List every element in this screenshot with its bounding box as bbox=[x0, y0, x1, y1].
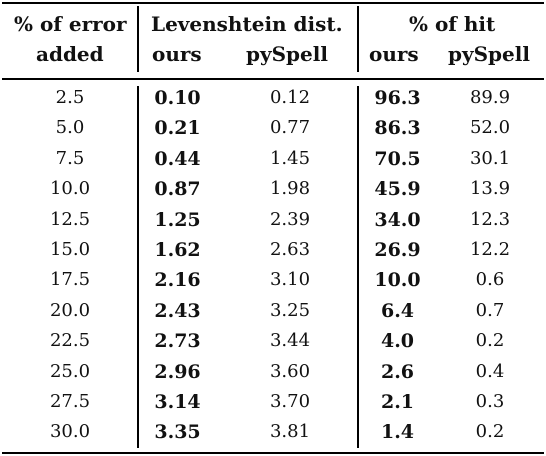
cell-error: 15.0 bbox=[49, 239, 91, 260]
cell-hit-ours: 10.0 bbox=[374, 269, 421, 292]
cell-lev-pyspell: 3.70 bbox=[269, 391, 311, 412]
header-hit: % of hit bbox=[409, 12, 496, 36]
cell-lev-pyspell: 3.25 bbox=[269, 299, 311, 321]
cell-hit-pyspell: 0.7 bbox=[475, 299, 505, 321]
cell-error: 30.0 bbox=[49, 421, 91, 443]
cell-hit-ours: 34.0 bbox=[374, 208, 421, 231]
header-hit-ours: ours bbox=[369, 42, 419, 66]
cell-error: 27.5 bbox=[49, 391, 91, 412]
cell-lev-ours: 0.87 bbox=[154, 178, 201, 201]
body-divider-left bbox=[137, 86, 139, 448]
cell-lev-pyspell: 3.44 bbox=[269, 330, 311, 352]
cell-hit-pyspell: 0.6 bbox=[475, 269, 505, 291]
bottom-rule bbox=[2, 452, 544, 454]
header-hit-pyspell: pySpell bbox=[448, 42, 530, 66]
cell-error: 25.0 bbox=[49, 360, 91, 382]
cell-hit-pyspell: 30.1 bbox=[469, 147, 511, 169]
cell-error: 7.5 bbox=[55, 147, 85, 169]
cell-lev-ours: 1.25 bbox=[154, 208, 201, 231]
cell-hit-pyspell: 0.4 bbox=[475, 360, 505, 382]
body-divider-right bbox=[357, 86, 359, 448]
cell-hit-ours: 2.6 bbox=[380, 360, 415, 383]
top-rule bbox=[2, 2, 544, 4]
cell-lev-pyspell: 1.98 bbox=[269, 178, 311, 200]
cell-lev-ours: 1.62 bbox=[154, 239, 201, 261]
cell-hit-ours: 45.9 bbox=[374, 178, 421, 201]
cell-hit-pyspell: 0.3 bbox=[475, 391, 505, 412]
cell-error: 12.5 bbox=[49, 208, 91, 230]
cell-lev-pyspell: 3.10 bbox=[269, 269, 311, 291]
cell-lev-ours: 2.43 bbox=[154, 299, 201, 322]
cell-lev-pyspell: 3.81 bbox=[269, 421, 311, 443]
cell-hit-pyspell: 12.2 bbox=[469, 239, 511, 260]
cell-hit-pyspell: 12.3 bbox=[469, 208, 511, 230]
cell-error: 22.5 bbox=[49, 330, 91, 352]
cell-lev-pyspell: 0.12 bbox=[269, 87, 311, 108]
cell-error: 10.0 bbox=[49, 178, 91, 200]
cell-lev-ours: 3.14 bbox=[154, 391, 201, 413]
cell-lev-pyspell: 0.77 bbox=[269, 117, 311, 139]
header-divider-left bbox=[137, 6, 139, 72]
cell-hit-ours: 86.3 bbox=[374, 117, 421, 140]
header-divider-right bbox=[357, 6, 359, 72]
cell-hit-ours: 96.3 bbox=[374, 87, 421, 109]
cell-hit-ours: 4.0 bbox=[380, 330, 415, 353]
header-error-line2: added bbox=[36, 42, 104, 66]
header-lev-pyspell: pySpell bbox=[246, 42, 328, 66]
cell-hit-pyspell: 89.9 bbox=[469, 87, 511, 108]
cell-hit-ours: 1.4 bbox=[380, 421, 415, 444]
cell-error: 2.5 bbox=[55, 87, 85, 108]
cell-lev-ours: 2.16 bbox=[154, 269, 201, 292]
cell-lev-ours: 0.10 bbox=[154, 87, 201, 109]
header-rule bbox=[2, 78, 544, 80]
cell-lev-ours: 2.73 bbox=[154, 330, 201, 353]
cell-lev-ours: 2.96 bbox=[154, 360, 201, 383]
cell-hit-pyspell: 52.0 bbox=[469, 117, 511, 139]
cell-hit-ours: 26.9 bbox=[374, 239, 421, 261]
cell-error: 20.0 bbox=[49, 299, 91, 321]
cell-lev-pyspell: 3.60 bbox=[269, 360, 311, 382]
cell-lev-pyspell: 2.39 bbox=[269, 208, 311, 230]
cell-lev-pyspell: 2.63 bbox=[269, 239, 311, 260]
header-lev-ours: ours bbox=[152, 42, 202, 66]
header-error-line1: % of error bbox=[14, 12, 127, 36]
cell-lev-ours: 0.44 bbox=[154, 147, 201, 170]
cell-lev-ours: 3.35 bbox=[154, 421, 201, 444]
cell-hit-ours: 2.1 bbox=[380, 391, 415, 413]
cell-error: 5.0 bbox=[55, 117, 85, 139]
cell-lev-pyspell: 1.45 bbox=[269, 147, 311, 169]
cell-hit-pyspell: 0.2 bbox=[475, 421, 505, 443]
cell-hit-ours: 6.4 bbox=[380, 299, 415, 322]
cell-hit-ours: 70.5 bbox=[374, 147, 421, 170]
cell-hit-pyspell: 13.9 bbox=[469, 178, 511, 200]
cell-error: 17.5 bbox=[49, 269, 91, 291]
cell-lev-ours: 0.21 bbox=[154, 117, 201, 140]
header-levenshtein: Levenshtein dist. bbox=[151, 12, 343, 36]
cell-hit-pyspell: 0.2 bbox=[475, 330, 505, 352]
